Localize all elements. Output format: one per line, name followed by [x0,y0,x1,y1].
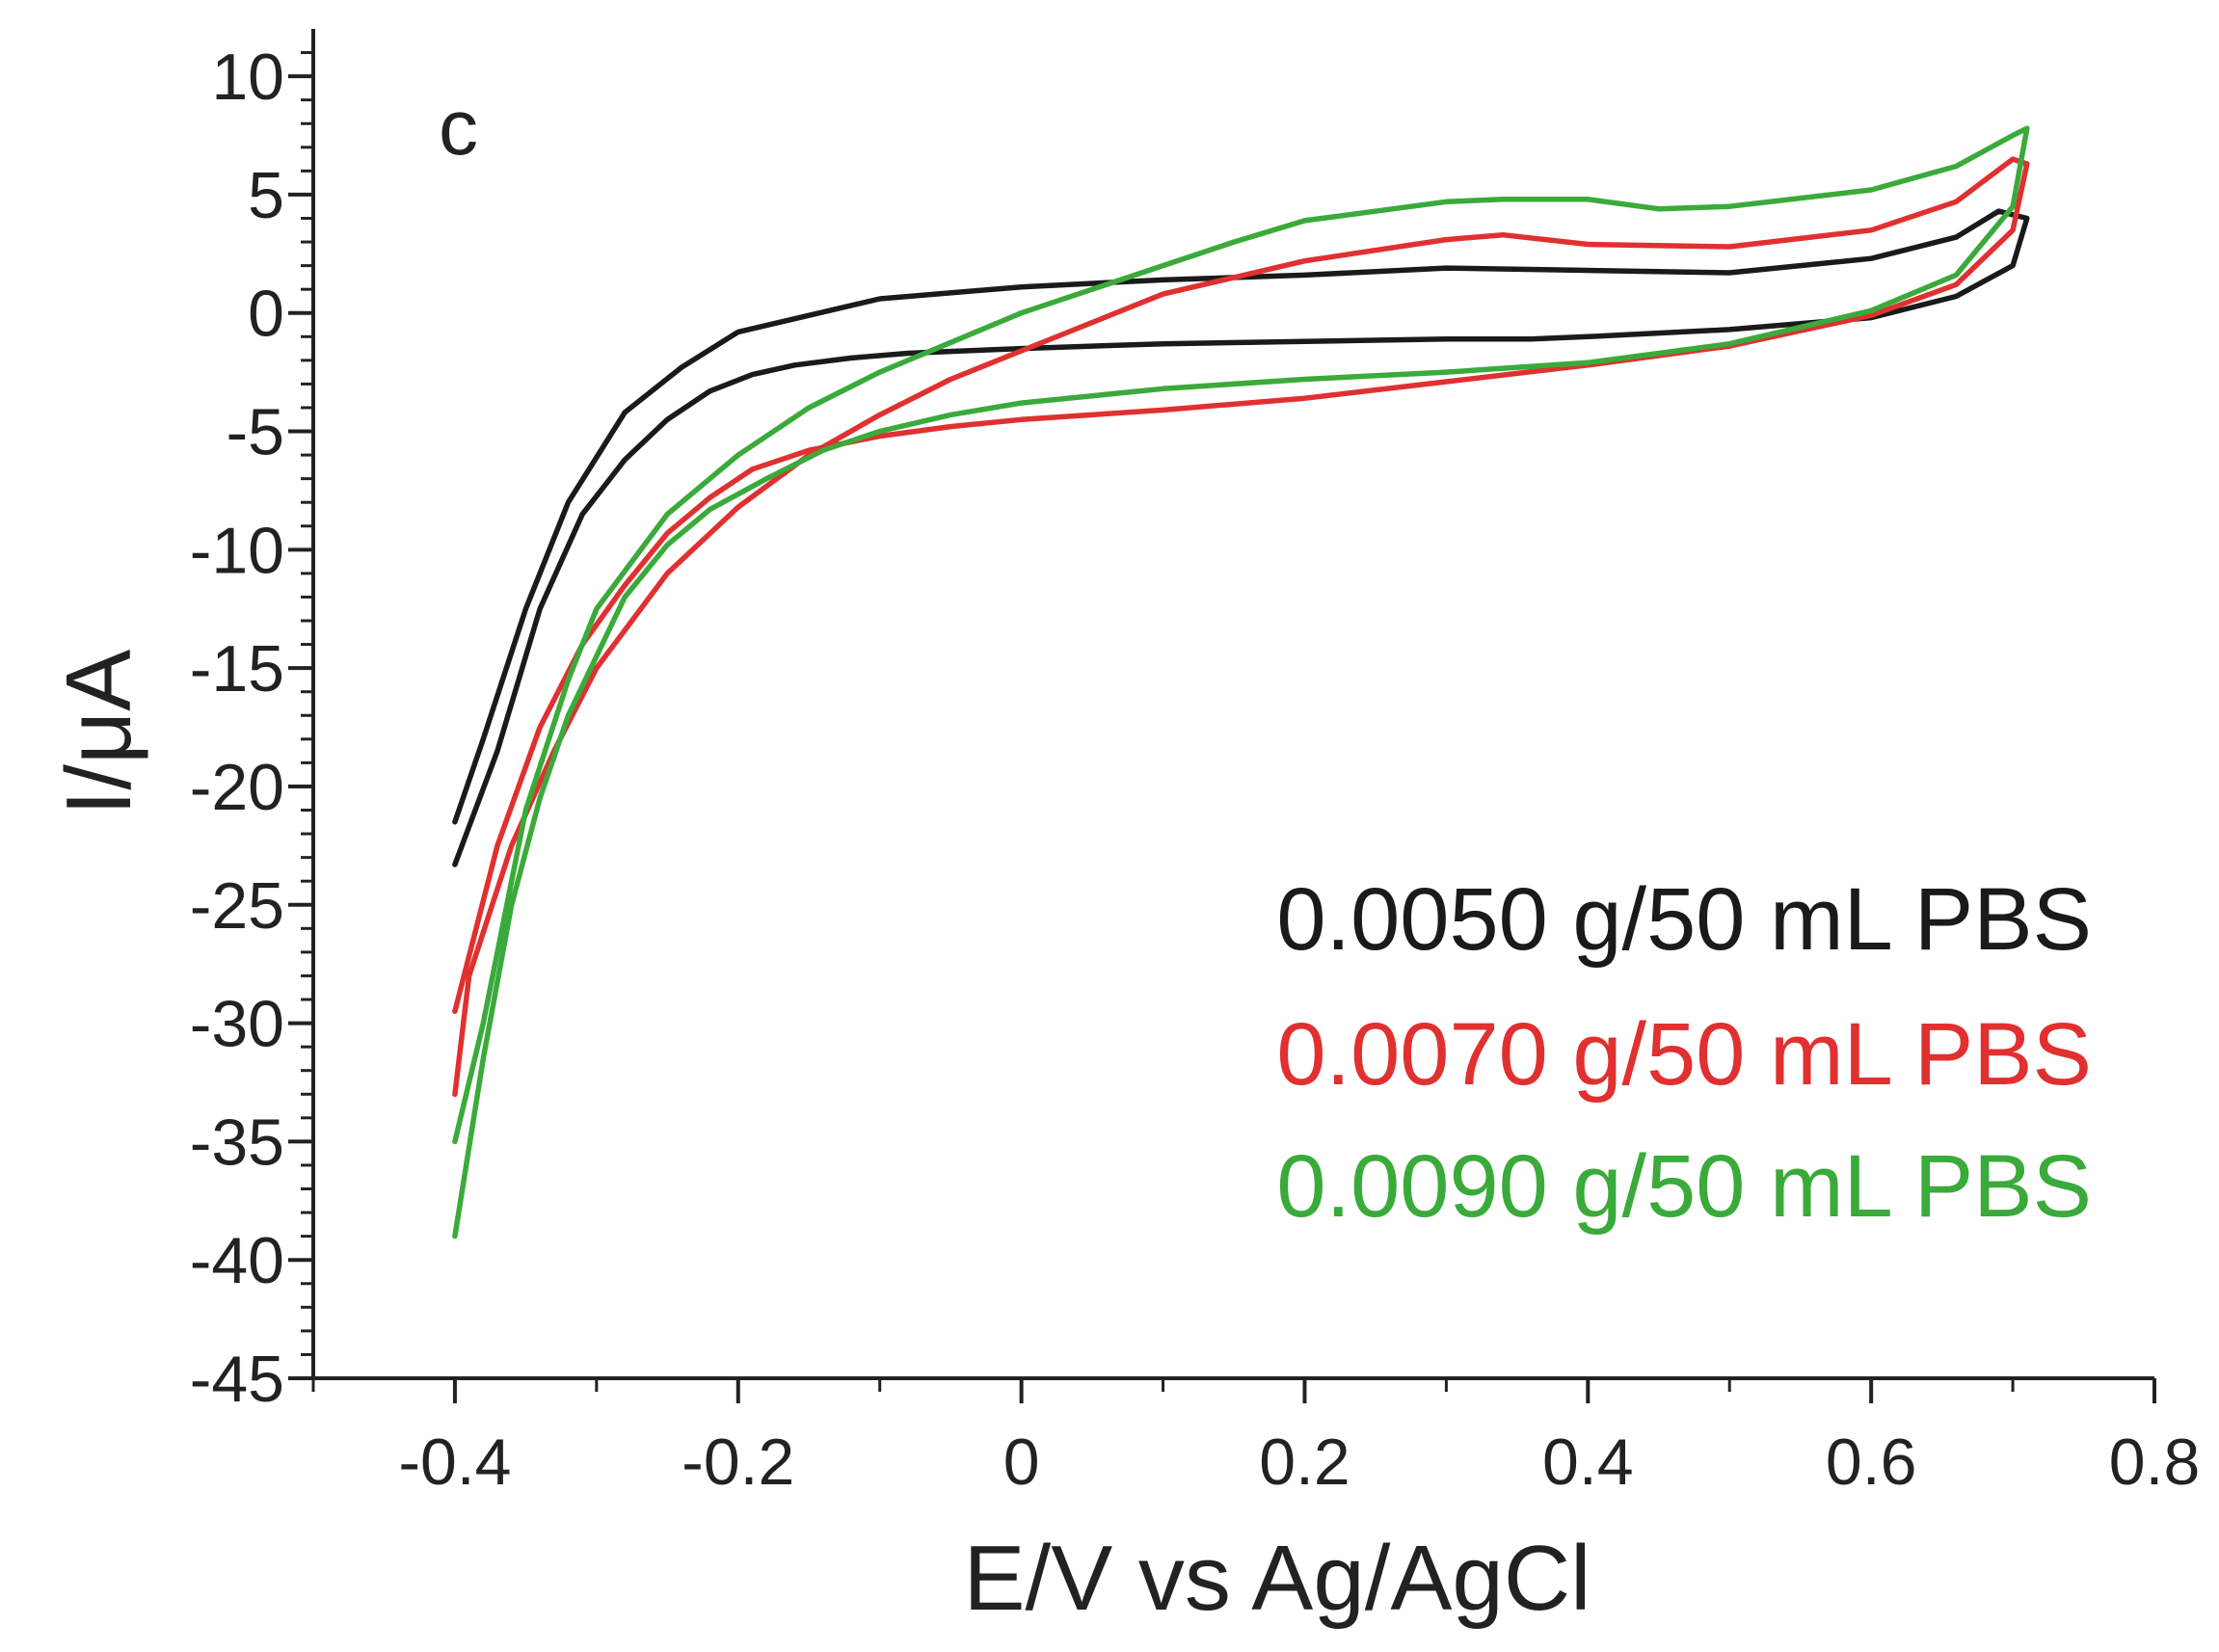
y-tick-label: -20 [190,751,284,824]
x-tick-label: 0.8 [2109,1426,2201,1499]
legend-entry-1: 0.0050 g/50 mL PBS [1276,870,2092,969]
x-tick-label: 0.2 [1259,1426,1350,1499]
series-line-3 [452,125,2030,1239]
legend-entry-2: 0.0070 g/50 mL PBS [1276,1005,2092,1104]
y-tick-label: 10 [211,40,284,114]
y-tick-label: -30 [190,988,284,1061]
series-line-1 [452,208,2030,867]
x-tick-label: 0.4 [1542,1426,1634,1499]
y-tick-label: -45 [190,1343,284,1416]
x-tick-label: -0.2 [682,1426,794,1499]
y-axis-title: I/μA [47,650,150,816]
x-tick-label: 0.6 [1826,1426,1917,1499]
x-tick-label: -0.4 [398,1426,511,1499]
plot-series-group [452,125,2030,1239]
y-tick-label: -5 [227,396,284,469]
y-tick-label: 0 [248,278,284,351]
panel-label: c [439,84,478,172]
y-tick-label: -15 [190,632,284,706]
y-tick-label: -10 [190,514,284,587]
y-tick-label: -40 [190,1224,284,1297]
legend: 0.0050 g/50 mL PBS 0.0070 g/50 mL PBS 0.00… [1276,870,2092,1236]
y-tick-label: 5 [248,159,284,232]
axes: -0.4 -0.2 0 0.2 0.4 0.6 0.8 10 5 0 -5 -10 -15 -20 -25 -… [190,29,2201,1499]
x-tick-label: 0 [1003,1426,1040,1499]
y-tick-label: -25 [190,869,284,943]
y-tick-label: -35 [190,1106,284,1179]
legend-entry-3: 0.0090 g/50 mL PBS [1276,1137,2092,1236]
x-axis-title: E/V vs Ag/AgCl [964,1527,1591,1630]
